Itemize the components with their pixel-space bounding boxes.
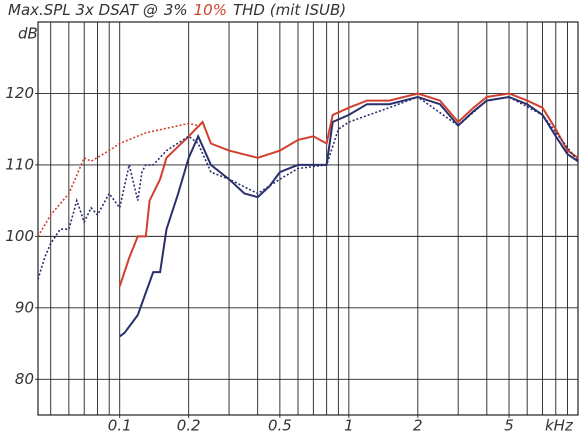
y-tick-label: 90 [15, 298, 34, 316]
series-line [118, 92, 579, 287]
title-text: THD (mit ISUB) [233, 1, 346, 19]
series-line [119, 95, 579, 338]
y-tick-label: 120 [5, 84, 34, 102]
plot-frame [37, 21, 579, 416]
x-tick-label: 5 [504, 417, 514, 435]
title-text: Max.SPL 3x DSAT @ [8, 1, 158, 19]
x-tick-label: 0.1 [108, 417, 132, 435]
x-tick-label: 2 [413, 417, 423, 435]
x-tick-label: 1 [344, 417, 354, 435]
chart-title: Max.SPL 3x DSAT @ 3% 10% THD (mit ISUB) [8, 1, 346, 19]
series-line [37, 96, 579, 280]
legend-label: 10% [194, 1, 227, 19]
y-tick-label: 100 [5, 227, 34, 245]
x-tick-label: 0.5 [268, 417, 292, 435]
y-tick-label: 110 [5, 155, 34, 173]
x-tick-label: 0.2 [177, 417, 201, 435]
x-axis-label: kHz [545, 417, 574, 435]
y-axis-label: dB [18, 25, 38, 43]
y-tick-label: 80 [15, 370, 34, 388]
legend-label: 3% [164, 1, 188, 19]
